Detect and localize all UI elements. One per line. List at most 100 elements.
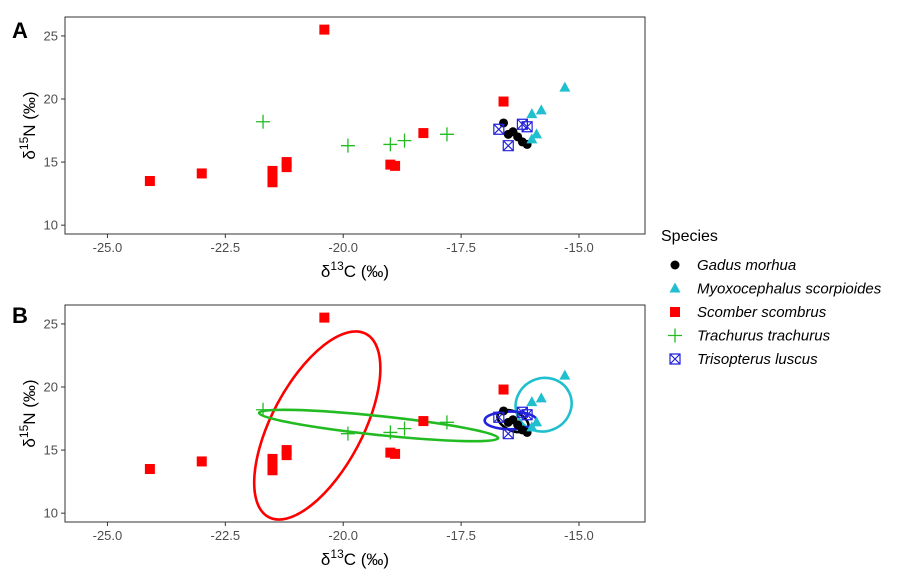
point-scomber-scombrus [281,450,292,461]
x-tick-label: -17.5 [446,240,476,255]
point-scomber-scombrus [281,157,292,168]
point-trachurus-trachurus [383,425,398,440]
point-scomber-scombrus [418,416,429,427]
point-trisopterus-luscus [502,140,514,152]
point-gadus-morhua [499,118,509,128]
point-scomber-scombrus [281,445,292,456]
series-myoxocephalus-scorpioides [526,369,571,432]
point-trachurus-trachurus [397,133,412,148]
point-trachurus-trachurus [256,402,271,417]
point-trachurus-trachurus [397,421,412,436]
panel-a: A -25.0 -22.5 -20.0 -17.5 -15.0 10 15 20 25 δ13C (… [12,16,646,281]
legend-key-trisopterus-luscus [669,353,681,365]
point-scomber-scombrus [144,176,155,187]
point-myoxocephalus-scorpioides [535,392,547,403]
legend-entry: Scomber scombrus [670,304,827,321]
x-axis-title: δ13C (‰) [321,547,389,569]
point-scomber-scombrus [498,384,509,395]
x-tick-label: -17.5 [446,528,476,543]
point-trisopterus-luscus [493,411,505,423]
point-scomber-scombrus [267,465,278,476]
ellipse-trachurus-trachurus [257,408,500,443]
point-myoxocephalus-scorpioides [559,369,571,380]
point-scomber-scombrus [390,160,401,171]
x-tick-label: -15.0 [564,528,594,543]
point-myoxocephalus-scorpioides [526,133,538,144]
y-tick-label: 20 [44,92,58,107]
legend-label: Myoxocephalus scorpioides [697,281,882,298]
y-tick-label: 10 [44,506,58,521]
x-tick-label: -22.5 [211,528,241,543]
point-myoxocephalus-scorpioides [531,416,543,427]
x-tick-label: -25.0 [93,528,123,543]
point-myoxocephalus-scorpioides [526,421,538,432]
y-tick-label: 10 [44,218,58,233]
point-gadus-morhua [499,406,509,416]
series-trisopterus-luscus [493,406,533,440]
point-scomber-scombrus [390,448,401,459]
point-myoxocephalus-scorpioides [531,128,543,139]
point-scomber-scombrus [267,177,278,188]
point-myoxocephalus-scorpioides [559,81,571,92]
legend-key-scomber-scombrus [670,307,680,317]
point-trisopterus-luscus [521,409,533,421]
series-scomber-scombrus [144,24,509,188]
point-scomber-scombrus [267,453,278,464]
legend-key-gadus-morhua [670,260,680,270]
points [144,312,571,476]
point-scomber-scombrus [267,460,278,471]
point-scomber-scombrus [267,172,278,183]
legend-entry: Trachurus trachurus [668,328,831,345]
legend-entry: Trisopterus luscus [669,351,818,368]
x-tick-label: -25.0 [93,240,123,255]
x-tick-label: -15.0 [564,240,594,255]
y-axis-title: δ15N (‰) [17,91,39,159]
point-trachurus-trachurus [340,138,355,153]
panels: A -25.0 -22.5 -20.0 -17.5 -15.0 10 15 20 25 δ13C (… [12,16,646,569]
series-myoxocephalus-scorpioides [526,81,571,144]
series-trisopterus-luscus [493,118,533,152]
panel-label: A [12,18,28,43]
ellipse-scomber-scombrus [252,330,382,521]
point-scomber-scombrus [144,464,155,475]
legend-label: Gadus morhua [697,257,796,274]
point-trisopterus-luscus [521,121,533,133]
point-trachurus-trachurus [439,415,454,430]
point-scomber-scombrus [418,128,429,139]
point-trisopterus-luscus [502,428,514,440]
point-myoxocephalus-scorpioides [535,104,547,115]
y-tick-label: 15 [44,443,58,458]
point-trisopterus-luscus [493,123,505,135]
x-tick-label: -20.0 [328,528,358,543]
points [144,24,571,188]
legend-entry: Gadus morhua [670,257,796,274]
point-myoxocephalus-scorpioides [526,396,538,407]
point-scomber-scombrus [196,168,207,179]
point-scomber-scombrus [319,312,330,323]
legend-label: Trisopterus luscus [697,351,818,368]
point-trachurus-trachurus [340,426,355,441]
y-tick-label: 15 [44,155,58,170]
y-tick-label: 25 [44,28,58,43]
point-scomber-scombrus [267,165,278,176]
y-tick-label: 20 [44,380,58,395]
point-scomber-scombrus [281,162,292,173]
point-trachurus-trachurus [256,114,271,129]
x-axis-title: δ13C (‰) [321,259,389,281]
legend-key-myoxocephalus-scorpioides [669,282,681,293]
series-trachurus-trachurus [256,402,454,441]
legend-entry: Myoxocephalus scorpioides [669,281,882,298]
legend-title: Species [661,228,718,245]
point-trachurus-trachurus [383,137,398,152]
legend-label: Trachurus trachurus [697,328,831,345]
point-scomber-scombrus [498,96,509,107]
x-tick-label: -22.5 [211,240,241,255]
point-trachurus-trachurus [439,127,454,142]
legend-key-trachurus-trachurus [668,328,682,343]
panel-label: B [12,303,28,328]
plot-frame [64,16,646,235]
point-scomber-scombrus [196,456,207,467]
legend-label: Scomber scombrus [697,304,827,321]
y-tick-label: 25 [44,316,58,331]
